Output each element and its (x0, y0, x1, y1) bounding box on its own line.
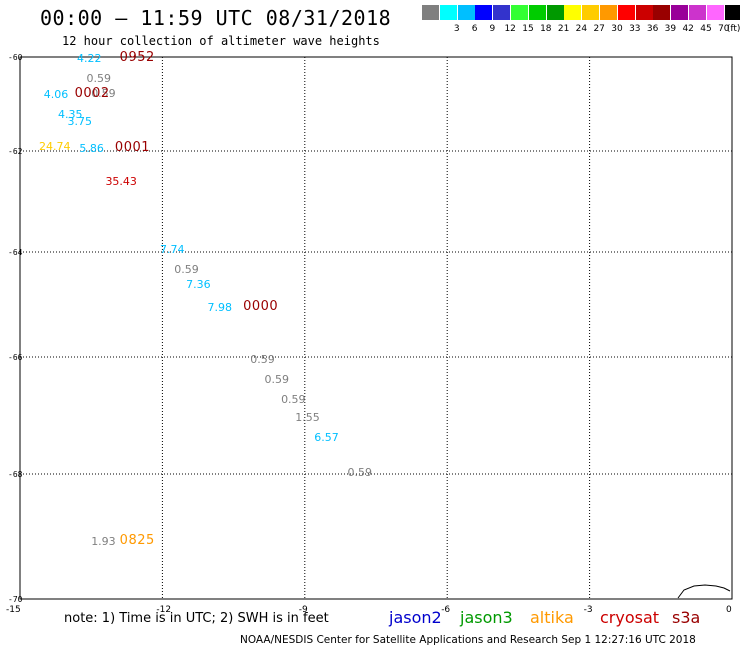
legend-swatch (528, 5, 546, 20)
wave-height-value: 0.59 (91, 86, 116, 100)
latitude-tick-label: -60 (8, 53, 23, 62)
latitude-tick-label: -70 (8, 595, 23, 604)
wave-height-value: 1.55 (295, 411, 320, 425)
plot-frame (19, 56, 733, 600)
legend-label: 24 (575, 24, 588, 34)
legend-swatch (635, 5, 653, 20)
legend-label: 3 (453, 24, 460, 34)
legend-swatch (653, 5, 671, 20)
longitude-tick-label: -3 (583, 605, 593, 615)
pass-time-value: 0001 (114, 139, 151, 155)
longitude-tick-label: -6 (441, 605, 451, 615)
graticule (20, 57, 732, 599)
map-title: 00:00 – 11:59 UTC 08/31/2018 (40, 6, 392, 30)
legend-swatch (689, 5, 706, 20)
legend-swatch (457, 5, 475, 20)
legend-swatch (724, 5, 740, 20)
wave-height-value: 0.59 (347, 466, 373, 480)
latitude-tick-label: -68 (8, 470, 23, 479)
legend-label: 39 (664, 24, 677, 34)
wave-height-value: 4.35 (57, 107, 83, 121)
latitude-tick-label: -66 (8, 353, 23, 362)
longitude-tick-label: 0 (726, 605, 732, 615)
wave-height-value: 1.93 (91, 534, 116, 548)
wave-height-value: 0.59 (281, 393, 306, 407)
wave-height-value: 0.59 (264, 372, 289, 386)
satellite-cryosat: cryosat (600, 608, 660, 627)
wave-height-value: 0.59 (250, 352, 275, 366)
legend-swatch (671, 5, 689, 20)
legend-swatch (511, 5, 528, 20)
pass-time-value: 0000 (243, 298, 279, 314)
legend-label: 30 (611, 24, 623, 34)
pass-time-value: 0952 (119, 49, 155, 65)
wave-height-value: 5.86 (79, 141, 104, 155)
legend-label: 33 (629, 24, 641, 34)
legend-swatch (600, 5, 617, 20)
legend-swatch (439, 5, 457, 20)
wave-height-value: 4.06 (43, 87, 69, 101)
pass-time-value: 0825 (119, 532, 155, 548)
satellite-jason3: jason3 (460, 608, 513, 627)
legend-label: 15 (522, 24, 534, 34)
wave-height-value: 0.59 (174, 263, 199, 277)
longitude-tick-label: -9 (298, 605, 308, 615)
wave-height-value: 24.74 (38, 139, 71, 153)
satellite-altika: altika (530, 608, 574, 627)
wave-height-value: 7.36 (186, 278, 211, 292)
latitude-tick-label: -62 (8, 147, 23, 156)
latitude-tick-label: -64 (8, 248, 23, 257)
credit-line: NOAA/NESDIS Center for Satellite Applica… (240, 634, 696, 646)
legend-swatch (546, 5, 564, 20)
longitude-tick-label: -12 (156, 605, 172, 615)
pass-time-value: 0002 (74, 85, 110, 101)
map-subtitle: 12 hour collection of altimeter wave hei… (62, 34, 380, 48)
legend-label: 21 (557, 24, 570, 34)
legend-label: 12 (504, 24, 516, 34)
wave-height-value: 0.59 (86, 72, 111, 86)
legend-swatch (706, 5, 724, 20)
legend-swatch (422, 5, 439, 20)
note-text: note: 1) Time is in UTC; 2) SWH is in fe… (64, 611, 329, 626)
legend-label: 70 (718, 24, 730, 34)
legend-label: 9 (489, 24, 496, 34)
wave-height-value: 4.22 (76, 51, 102, 65)
legend-label: 36 (646, 24, 659, 34)
wave-height-value: 7.74 (160, 243, 185, 257)
wave-height-value: 7.98 (207, 300, 232, 314)
legend-label: 18 (540, 24, 552, 34)
legend-label: 6 (471, 24, 478, 34)
wave-height-value: 35.43 (105, 175, 137, 189)
legend-label: 45 (700, 24, 712, 34)
legend-swatch (617, 5, 635, 20)
legend-swatch (582, 5, 600, 20)
satellite-jason2: jason2 (389, 608, 442, 627)
legend-swatch (475, 5, 493, 20)
legend-unit: (ft) (726, 24, 740, 34)
legend-swatch (493, 5, 511, 20)
longitude-tick-label: -15 (6, 605, 21, 615)
legend-label: 42 (682, 24, 694, 34)
legend-swatch (564, 5, 582, 20)
legend-label: 27 (593, 24, 605, 34)
coastline (677, 584, 731, 599)
wave-height-value: 3.75 (67, 114, 92, 128)
satellite-s3a: s3a (672, 608, 701, 627)
wave-height-value: 6.57 (314, 430, 339, 444)
